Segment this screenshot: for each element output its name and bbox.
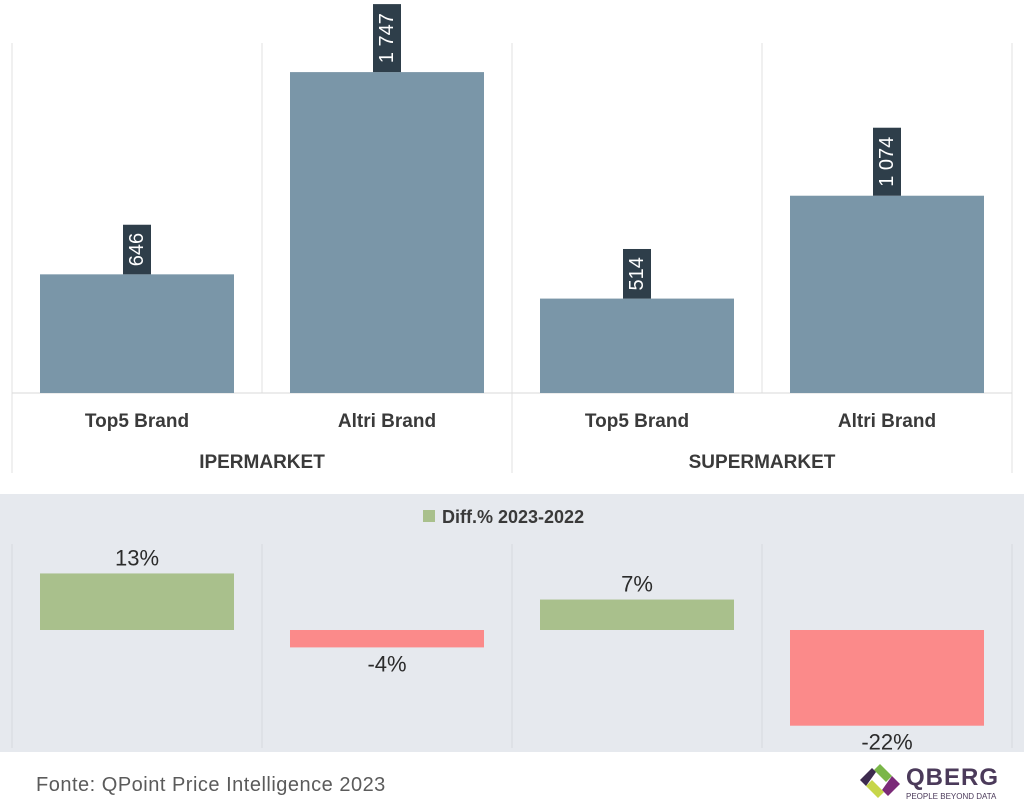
source-note: Fonte: QPoint Price Intelligence 2023 bbox=[36, 774, 386, 796]
group-label: SUPERMARKET bbox=[689, 452, 836, 473]
logo-tagline: PEOPLE BEYOND DATA bbox=[906, 792, 997, 801]
bottom-panel: Diff.% 2023-2022 13% -4% 7% -22% bbox=[0, 494, 1024, 755]
diff-bar-3 bbox=[790, 630, 984, 726]
value-label-box bbox=[373, 4, 401, 73]
diff-value-label: -4% bbox=[367, 651, 406, 676]
value-label-box bbox=[873, 127, 901, 196]
bottom-panel-dividers bbox=[11, 544, 1013, 748]
value-label-box bbox=[623, 248, 651, 299]
top-bars bbox=[40, 72, 984, 393]
top-panel: 646 1 747 514 1 074 Top5 Brand Altri Brand IP… bbox=[10, 4, 1013, 473]
category-label: Altri Brand bbox=[338, 411, 436, 432]
bar-ipermarket-1 bbox=[290, 72, 484, 393]
value-label: 1 747 bbox=[373, 4, 401, 73]
value-label: 514 bbox=[623, 248, 651, 299]
top-value-labels: 646 1 747 514 1 074 bbox=[123, 4, 901, 299]
chart: 646 1 747 514 1 074 Top5 Brand Altri Brand IP… bbox=[0, 4, 1024, 755]
value-label: 646 bbox=[123, 224, 151, 275]
legend-label: Diff.% 2023-2022 bbox=[442, 507, 584, 527]
logo-mark-icon bbox=[860, 764, 900, 798]
value-label-text: 514 bbox=[626, 257, 648, 290]
group-label: IPERMARKET bbox=[199, 452, 325, 473]
value-label-box bbox=[123, 224, 151, 275]
value-label-text: 1 747 bbox=[376, 13, 398, 63]
top-category-labels: Top5 Brand Altri Brand IPERMARKET Top5 Bran… bbox=[85, 411, 936, 473]
diff-value-label: 7% bbox=[621, 572, 653, 597]
value-label-text: 1 074 bbox=[876, 137, 898, 187]
diff-bar-2 bbox=[540, 599, 734, 630]
qberg-logo: QBERG PEOPLE BEYOND DATA bbox=[858, 760, 998, 808]
diff-value-labels: 13% -4% 7% -22% bbox=[115, 545, 913, 754]
legend-swatch bbox=[423, 510, 435, 522]
value-label-text: 646 bbox=[126, 233, 148, 266]
category-label: Top5 Brand bbox=[585, 411, 689, 432]
bar-supermarket-0 bbox=[540, 298, 734, 393]
legend: Diff.% 2023-2022 bbox=[423, 507, 584, 527]
diff-bar-0 bbox=[40, 573, 234, 630]
value-label: 1 074 bbox=[873, 127, 901, 196]
bar-ipermarket-0 bbox=[40, 274, 234, 393]
diff-value-label: 13% bbox=[115, 545, 159, 570]
category-label: Altri Brand bbox=[838, 411, 936, 432]
logo-name: QBERG bbox=[906, 764, 1000, 791]
diff-bars bbox=[40, 573, 984, 726]
bar-supermarket-1 bbox=[790, 195, 984, 393]
diff-bar-1 bbox=[290, 630, 484, 648]
category-label: Top5 Brand bbox=[85, 411, 189, 432]
diff-value-label: -22% bbox=[861, 730, 912, 755]
